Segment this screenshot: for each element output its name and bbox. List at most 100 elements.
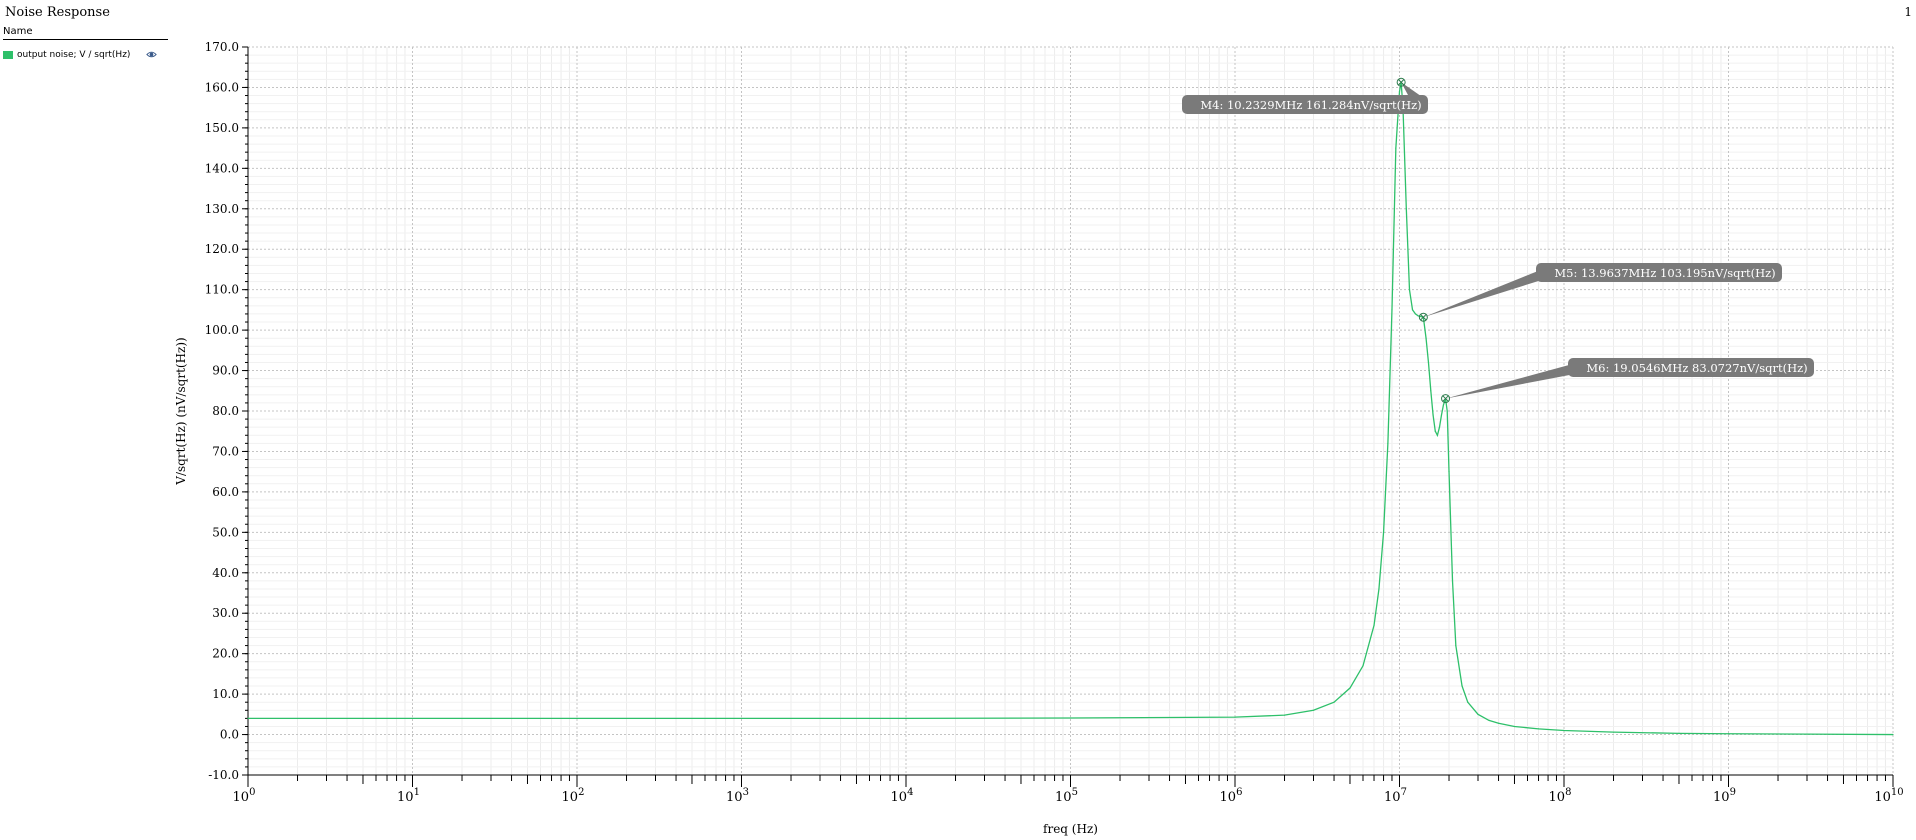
x-tick-label: 105 (1055, 787, 1078, 805)
x-axis-label: freq (Hz) (1043, 822, 1098, 836)
series-point (1425, 337, 1427, 339)
x-tick-exponent: 3 (743, 787, 749, 798)
x-tick-label: 106 (1220, 787, 1243, 805)
series-point (1405, 208, 1407, 210)
series-point (576, 717, 578, 719)
series-point (1892, 733, 1894, 736)
series-point (1378, 588, 1380, 590)
series-point (411, 717, 414, 719)
y-tick-label: 120.0 (205, 242, 239, 256)
x-tick-base: 10 (1220, 790, 1237, 805)
series-point (1234, 716, 1236, 718)
series-point (1440, 414, 1443, 416)
y-tick-label: -10.0 (208, 768, 239, 782)
marker-label-box[interactable] (1536, 263, 1782, 282)
x-tick-label: 102 (562, 787, 585, 805)
legend-item-label: output noise; V / sqrt(Hz) (17, 50, 131, 60)
x-tick-exponent: 4 (907, 787, 913, 798)
x-tick-exponent: 1 (414, 787, 420, 798)
series-point (1398, 90, 1401, 93)
y-axis-label: V/sqrt(Hz) (nV/sqrt(Hz)) (174, 337, 188, 485)
x-tick-base: 10 (397, 790, 414, 805)
marker-label-box[interactable] (1568, 358, 1814, 377)
eye-icon[interactable] (146, 49, 157, 60)
x-tick-base: 10 (726, 790, 743, 805)
x-tick-label: 101 (397, 787, 420, 805)
x-tick-exponent: 8 (1565, 787, 1571, 798)
marker-point[interactable] (1441, 394, 1451, 404)
marker-point[interactable] (1396, 77, 1406, 87)
series-point (1434, 430, 1436, 432)
y-tick-label: 160.0 (205, 80, 239, 94)
y-tick-label: 40.0 (212, 566, 239, 580)
series-point (1373, 624, 1375, 626)
marker-label: M4: 10.2329MHz 161.284nV/sqrt(Hz) (1200, 98, 1421, 112)
y-tick-label: 150.0 (205, 121, 239, 135)
x-tick-base: 10 (1549, 790, 1566, 805)
x-tick-exponent: 6 (1236, 787, 1242, 798)
page-number: 1 (1904, 5, 1912, 19)
series-point (1461, 685, 1463, 687)
y-tick-label: 170.0 (205, 40, 239, 54)
y-tick-label: 130.0 (205, 202, 239, 216)
series-point (1430, 390, 1432, 392)
x-tick-exponent: 9 (1730, 787, 1736, 798)
series-point (1408, 289, 1411, 291)
y-tick-label: 20.0 (212, 647, 239, 661)
y-tick-label: 70.0 (212, 444, 239, 458)
series-point (1387, 442, 1389, 444)
marker-label-box[interactable] (1182, 95, 1428, 114)
x-tick-exponent: 0 (249, 787, 255, 798)
y-tick-label: 50.0 (212, 525, 239, 539)
series-point (740, 717, 743, 719)
series-point (1432, 414, 1434, 416)
marker-pointer (1423, 267, 1548, 318)
series-point (1414, 313, 1417, 315)
series-point (1727, 733, 1730, 735)
y-tick-label: 0.0 (220, 728, 239, 742)
series-point (905, 717, 907, 719)
series-point (1436, 434, 1439, 436)
series-point (1411, 309, 1414, 311)
series-point (1477, 713, 1479, 715)
series-point (1333, 701, 1335, 703)
legend-item-output-noise[interactable]: output noise; V / sqrt(Hz) (3, 48, 163, 62)
series-point (247, 717, 249, 719)
x-tick-label: 100 (233, 787, 256, 805)
series-line-output-noise (248, 82, 1894, 736)
series-point (1069, 717, 1072, 719)
series-point (1427, 361, 1430, 364)
series-point (1446, 410, 1448, 412)
window-title: Noise Response (5, 5, 110, 20)
x-tick-exponent: 2 (578, 787, 584, 798)
x-tick-label: 108 (1549, 787, 1572, 805)
series-point (1612, 731, 1615, 733)
y-tick-label: 90.0 (212, 364, 239, 378)
legend-header: Name (3, 26, 168, 40)
x-tick-base: 10 (1384, 790, 1401, 805)
marker-label: M6: 19.0546MHz 83.0727nV/sqrt(Hz) (1586, 361, 1807, 375)
x-tick-base: 10 (1713, 790, 1730, 805)
series-point (1382, 531, 1385, 533)
marker-point[interactable] (1418, 312, 1428, 322)
series-point (1537, 728, 1540, 730)
x-tick-label: 1010 (1874, 787, 1903, 805)
x-tick-base: 10 (1055, 790, 1072, 805)
y-tick-label: 140.0 (205, 161, 239, 175)
x-tick-base: 10 (1874, 790, 1891, 805)
series-point (1806, 733, 1808, 735)
series-point (1563, 729, 1565, 732)
y-tick-label: 60.0 (212, 485, 239, 499)
x-tick-label: 104 (891, 787, 914, 805)
x-tick-exponent: 10 (1891, 787, 1904, 798)
x-tick-label: 103 (726, 787, 749, 805)
y-tick-label: 100.0 (205, 323, 239, 337)
series-point (1448, 471, 1450, 473)
x-tick-base: 10 (562, 790, 579, 805)
series-point (1467, 701, 1469, 703)
series-point (1497, 722, 1500, 724)
y-tick-label: 30.0 (212, 606, 239, 620)
series-point (1283, 714, 1286, 716)
series-point (1395, 147, 1397, 149)
